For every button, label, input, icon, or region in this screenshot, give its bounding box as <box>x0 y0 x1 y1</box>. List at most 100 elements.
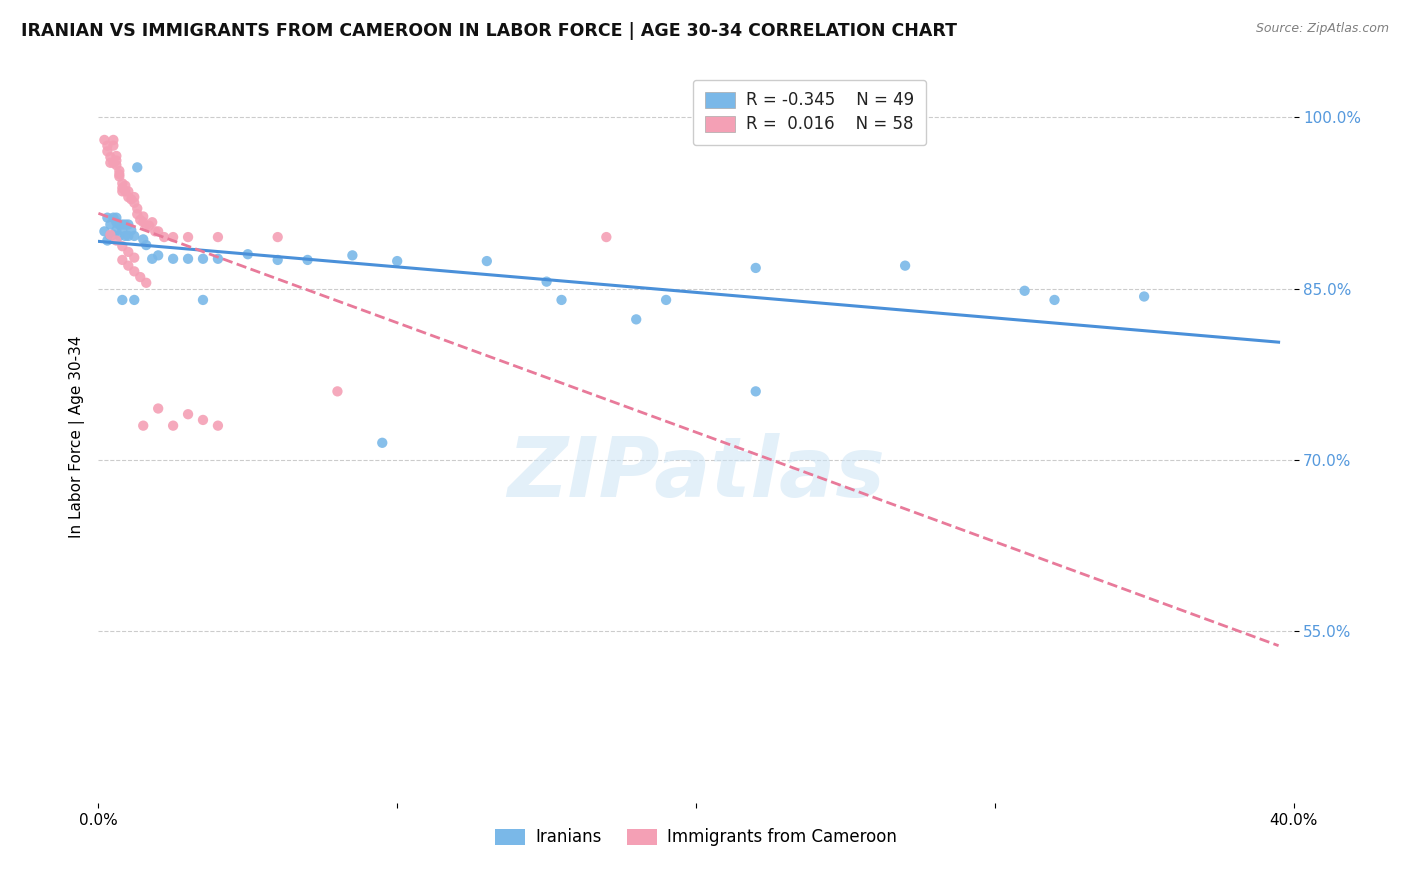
Y-axis label: In Labor Force | Age 30-34: In Labor Force | Age 30-34 <box>69 335 84 539</box>
Point <box>105 149 128 163</box>
Point <box>1014 284 1036 298</box>
Point <box>267 252 290 267</box>
Point <box>98 218 122 232</box>
Point <box>98 150 122 164</box>
Point <box>96 211 118 225</box>
Point <box>326 384 349 399</box>
Point <box>132 210 155 224</box>
Point <box>114 178 136 193</box>
Point <box>108 163 131 178</box>
Point <box>124 195 146 210</box>
Point <box>297 252 319 267</box>
Point <box>117 259 139 273</box>
Point <box>111 239 134 253</box>
Point <box>536 275 558 289</box>
Point <box>105 223 128 237</box>
Point <box>103 211 125 225</box>
Point <box>120 193 142 207</box>
Point <box>111 185 134 199</box>
Text: ZIPatlas: ZIPatlas <box>508 434 884 514</box>
Point <box>141 215 163 229</box>
Text: Source: ZipAtlas.com: Source: ZipAtlas.com <box>1256 22 1389 36</box>
Point <box>127 202 149 216</box>
Point <box>96 138 118 153</box>
Point <box>132 215 155 229</box>
Point <box>111 181 134 195</box>
Point <box>108 228 131 243</box>
Point <box>105 215 128 229</box>
Point <box>124 228 146 243</box>
Point <box>129 270 152 285</box>
Point <box>120 223 142 237</box>
Point <box>162 252 184 266</box>
Point <box>135 276 157 290</box>
Point <box>745 384 768 399</box>
Point <box>117 244 139 259</box>
Point <box>124 251 146 265</box>
Point <box>626 312 648 326</box>
Point <box>207 230 229 244</box>
Point <box>111 293 134 307</box>
Point <box>111 177 134 191</box>
Point <box>595 230 617 244</box>
Point <box>117 185 139 199</box>
Point <box>177 252 200 266</box>
Point <box>191 413 214 427</box>
Point <box>153 230 176 244</box>
Point <box>93 133 115 147</box>
Point <box>105 158 128 172</box>
Point <box>162 418 184 433</box>
Point <box>207 418 229 433</box>
Point <box>143 224 166 238</box>
Point <box>111 218 134 232</box>
Point <box>191 252 214 266</box>
Point <box>96 234 118 248</box>
Legend: Iranians, Immigrants from Cameroon: Iranians, Immigrants from Cameroon <box>489 822 903 853</box>
Point <box>98 156 122 170</box>
Point <box>114 218 136 232</box>
Point <box>655 293 678 307</box>
Point <box>111 223 134 237</box>
Point <box>129 213 152 227</box>
Point <box>108 169 131 184</box>
Point <box>105 211 128 225</box>
Point <box>135 238 157 252</box>
Point <box>1043 293 1066 307</box>
Point <box>894 259 917 273</box>
Point <box>177 230 200 244</box>
Point <box>135 219 157 233</box>
Point <box>124 190 146 204</box>
Point <box>342 248 364 262</box>
Point <box>103 138 125 153</box>
Point <box>108 218 131 232</box>
Point <box>148 248 170 262</box>
Point <box>105 153 128 168</box>
Point <box>105 234 128 248</box>
Point <box>117 218 139 232</box>
Point <box>141 252 163 266</box>
Point <box>98 228 122 243</box>
Point <box>138 219 160 233</box>
Point <box>117 190 139 204</box>
Point <box>371 435 394 450</box>
Point <box>108 167 131 181</box>
Point <box>103 156 125 170</box>
Point <box>177 407 200 421</box>
Point <box>148 224 170 238</box>
Point <box>111 252 134 267</box>
Point <box>124 293 146 307</box>
Point <box>98 227 122 242</box>
Point <box>148 401 170 416</box>
Point <box>745 260 768 275</box>
Point <box>132 418 155 433</box>
Point <box>114 185 136 199</box>
Point <box>103 227 125 242</box>
Point <box>207 252 229 266</box>
Point <box>475 254 498 268</box>
Point <box>117 228 139 243</box>
Point <box>127 161 149 175</box>
Point <box>103 133 125 147</box>
Point <box>114 228 136 243</box>
Point <box>236 247 259 261</box>
Point <box>1133 289 1156 303</box>
